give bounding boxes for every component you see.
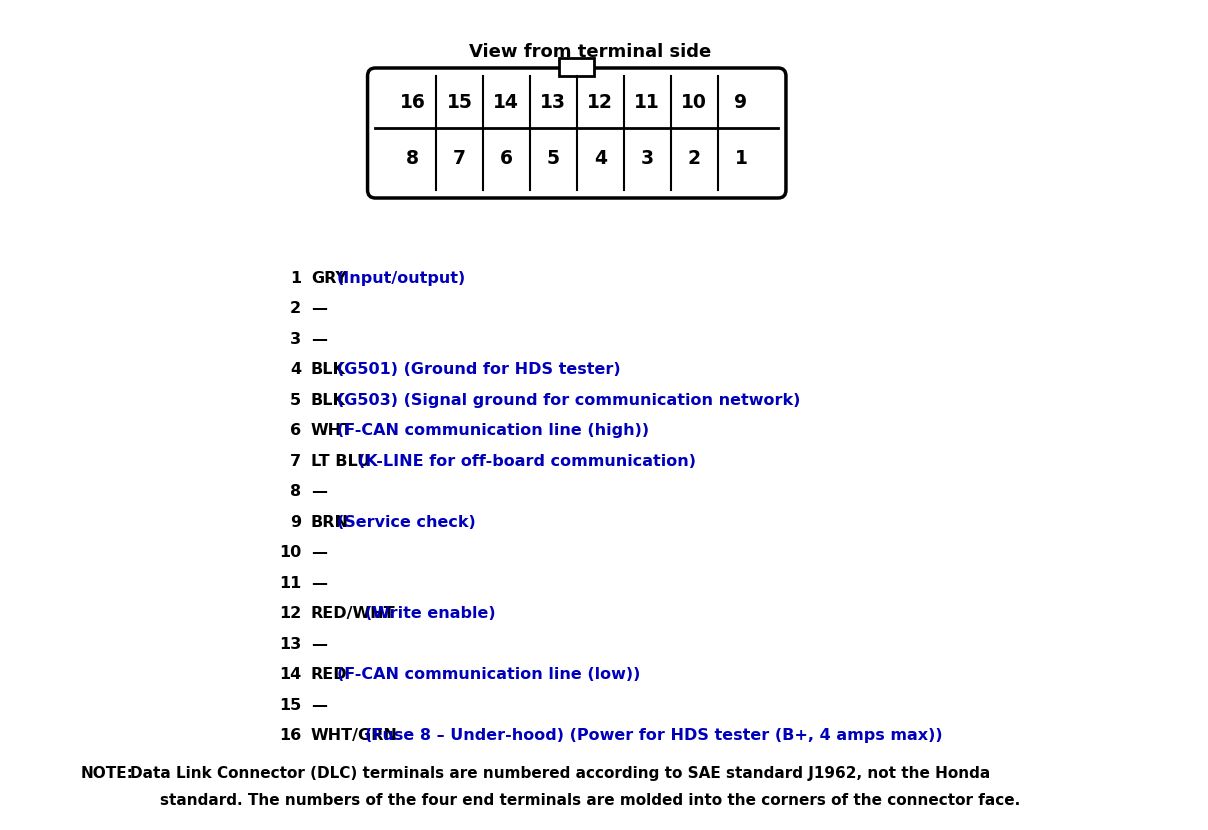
FancyBboxPatch shape: [367, 68, 786, 198]
Text: —: —: [310, 697, 327, 712]
Text: 7: 7: [290, 453, 301, 468]
Text: 1: 1: [290, 271, 301, 286]
Text: (G501) (Ground for HDS tester): (G501) (Ground for HDS tester): [337, 362, 621, 377]
Text: 5: 5: [290, 393, 301, 408]
Text: 3: 3: [640, 149, 654, 168]
Text: 9: 9: [290, 515, 301, 530]
Text: RED: RED: [310, 667, 348, 682]
Text: (Write enable): (Write enable): [365, 606, 495, 621]
Text: 5: 5: [547, 149, 559, 168]
Text: (Fuse 8 – Under-hood) (Power for HDS tester (B+, 4 amps max)): (Fuse 8 – Under-hood) (Power for HDS tes…: [365, 728, 942, 743]
Text: —: —: [310, 331, 327, 346]
Text: 10: 10: [681, 92, 707, 111]
Text: 4: 4: [290, 362, 301, 377]
Bar: [559, 58, 594, 76]
Text: 11: 11: [279, 575, 301, 590]
Text: RED/WHT: RED/WHT: [310, 606, 395, 621]
Text: 13: 13: [279, 637, 301, 652]
Text: 13: 13: [540, 92, 567, 111]
Text: 12: 12: [279, 606, 301, 621]
Text: 9: 9: [734, 92, 748, 111]
Text: 3: 3: [290, 331, 301, 346]
Text: 15: 15: [279, 697, 301, 712]
Text: Data Link Connector (DLC) terminals are numbered according to SAE standard J1962: Data Link Connector (DLC) terminals are …: [130, 765, 991, 780]
Text: 8: 8: [290, 484, 301, 499]
Text: 2: 2: [687, 149, 701, 168]
Text: 8: 8: [406, 149, 419, 168]
Text: standard. The numbers of the four end terminals are molded into the corners of t: standard. The numbers of the four end te…: [161, 793, 1021, 808]
Text: View from terminal side: View from terminal side: [470, 43, 712, 61]
Text: LT BLU: LT BLU: [310, 453, 370, 468]
Text: 12: 12: [587, 92, 614, 111]
Text: 1: 1: [734, 149, 748, 168]
Text: 10: 10: [279, 545, 301, 560]
Text: 11: 11: [634, 92, 660, 111]
Text: WHT/GRN: WHT/GRN: [310, 728, 397, 743]
Text: —: —: [310, 545, 327, 560]
Text: —: —: [310, 484, 327, 499]
Text: —: —: [310, 637, 327, 652]
Text: 2: 2: [290, 301, 301, 316]
Text: (G503) (Signal ground for communication network): (G503) (Signal ground for communication …: [337, 393, 800, 408]
Text: —: —: [310, 575, 327, 590]
Text: (Service check): (Service check): [337, 515, 476, 530]
Text: 6: 6: [290, 423, 301, 438]
Text: (F-CAN communication line (low)): (F-CAN communication line (low)): [337, 667, 640, 682]
Text: 6: 6: [500, 149, 513, 168]
Text: NOTE:: NOTE:: [80, 765, 133, 780]
Text: BLK: BLK: [310, 362, 345, 377]
Text: (Input/output): (Input/output): [337, 271, 466, 286]
Text: 14: 14: [279, 667, 301, 682]
Text: GRY: GRY: [310, 271, 347, 286]
Text: (K-LINE for off-board communication): (K-LINE for off-board communication): [358, 453, 696, 468]
Text: 16: 16: [400, 92, 425, 111]
Text: —: —: [310, 301, 327, 316]
Text: 4: 4: [593, 149, 606, 168]
Text: BRN: BRN: [310, 515, 349, 530]
Text: 7: 7: [453, 149, 466, 168]
Text: WHT: WHT: [310, 423, 353, 438]
Text: 15: 15: [447, 92, 472, 111]
Text: 14: 14: [493, 92, 519, 111]
Text: 16: 16: [279, 728, 301, 743]
Text: BLK: BLK: [310, 393, 345, 408]
Text: (F-CAN communication line (high)): (F-CAN communication line (high)): [337, 423, 649, 438]
